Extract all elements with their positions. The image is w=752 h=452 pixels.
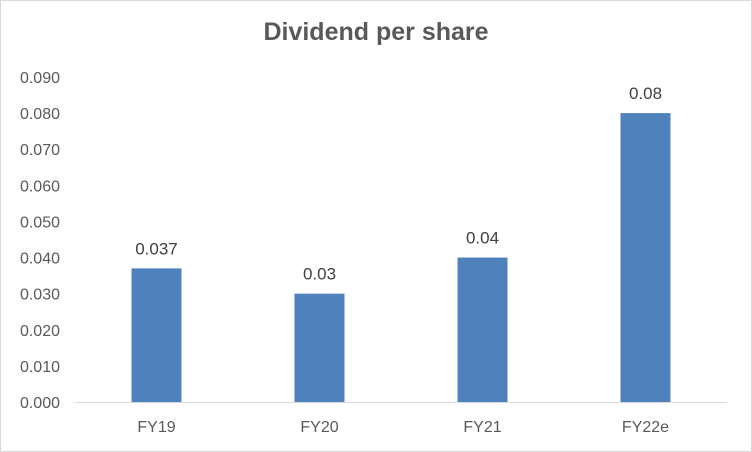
- x-tick-label: FY22e: [622, 419, 669, 436]
- y-tick-label: 0.050: [20, 214, 60, 231]
- x-tick-label: FY19: [137, 419, 175, 436]
- y-tick-label: 0.040: [20, 251, 60, 268]
- y-tick-label: 0.030: [20, 287, 60, 304]
- y-tick-label: 0.010: [20, 359, 60, 376]
- data-label: 0.03: [303, 265, 336, 284]
- y-tick-label: 0.070: [20, 142, 60, 159]
- bars: [131, 113, 671, 402]
- y-tick-label: 0.060: [20, 178, 60, 195]
- bar-fy19: [131, 268, 182, 402]
- data-label: 0.037: [135, 239, 178, 258]
- y-axis: 0.000 0.010 0.020 0.030 0.040 0.050 0.060 0.070…: [20, 70, 60, 412]
- data-label: 0.08: [629, 84, 662, 103]
- bar-fy21: [457, 257, 508, 402]
- y-tick-label: 0.000: [20, 395, 60, 412]
- chart-title: Dividend per share: [263, 18, 489, 46]
- x-axis: FY19 FY20 FY21 FY22e: [137, 419, 669, 436]
- bar-fy22e: [620, 113, 671, 402]
- data-labels: 0.037 0.03 0.04 0.08: [135, 84, 662, 284]
- y-tick-label: 0.080: [20, 106, 60, 123]
- y-tick-label: 0.090: [20, 70, 60, 87]
- x-tick-label: FY21: [463, 419, 501, 436]
- y-tick-label: 0.020: [20, 323, 60, 340]
- bar-fy20: [294, 293, 345, 402]
- x-tick-label: FY20: [300, 419, 338, 436]
- data-label: 0.04: [466, 229, 499, 248]
